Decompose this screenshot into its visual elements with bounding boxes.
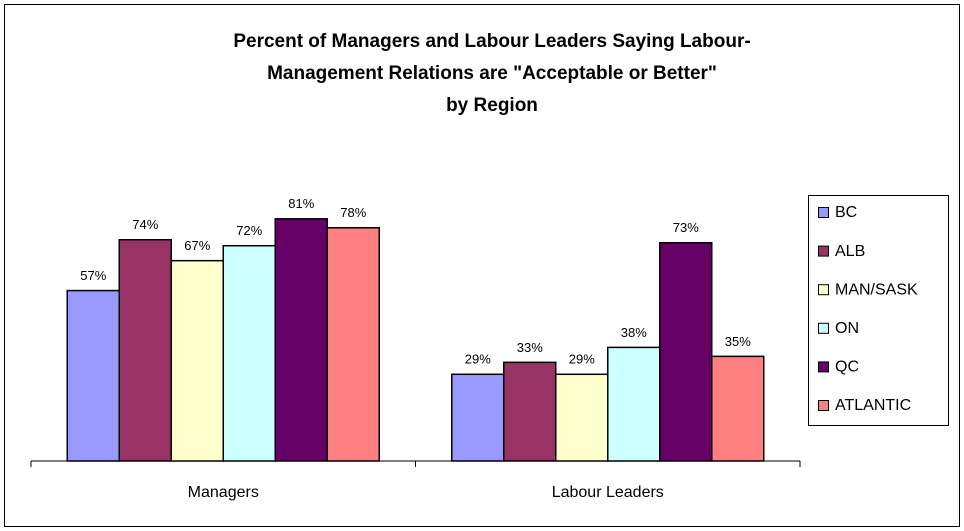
bar — [503, 361, 557, 462]
legend-swatch — [818, 400, 829, 411]
legend-swatch — [818, 245, 829, 257]
bar — [66, 289, 120, 462]
chart-title: by Region — [446, 95, 538, 116]
legend-swatch — [818, 322, 829, 334]
value-label: 33% — [517, 340, 543, 355]
value-label: 73% — [673, 220, 699, 235]
legend-label: ON — [835, 320, 859, 337]
x-tick-label: Managers — [188, 484, 259, 501]
value-label: 57% — [80, 268, 106, 283]
legend-swatch — [818, 207, 829, 218]
value-label: 72% — [236, 223, 262, 238]
bar — [170, 259, 224, 462]
value-label: 74% — [132, 217, 158, 232]
bar — [326, 227, 380, 462]
bar — [451, 373, 505, 462]
bar — [659, 241, 713, 462]
bar — [222, 244, 276, 462]
bar — [555, 373, 609, 462]
value-label: 29% — [465, 352, 491, 367]
legend-swatch — [818, 284, 829, 296]
bar — [274, 218, 328, 462]
value-label: 38% — [621, 325, 647, 340]
value-label: 67% — [184, 238, 210, 253]
legend-label: QC — [835, 359, 859, 376]
value-label: 78% — [340, 205, 366, 220]
chart-title: Percent of Managers and Labour Leaders S… — [233, 31, 750, 52]
bar — [118, 238, 172, 462]
legend-swatch — [818, 361, 829, 373]
legend-label: MAN/SASK — [835, 281, 918, 298]
legend-label: ATLANTIC — [835, 397, 911, 414]
legend-label: ALB — [835, 243, 865, 260]
value-label: 29% — [569, 352, 595, 367]
bar — [711, 355, 765, 462]
bar — [607, 346, 661, 462]
value-label: 81% — [288, 196, 314, 211]
x-tick-label: Labour Leaders — [552, 484, 664, 501]
chart-title: Management Relations are "Acceptable or … — [267, 63, 717, 84]
legend-label: BC — [835, 204, 857, 221]
legend — [808, 195, 949, 426]
value-label: 35% — [725, 334, 751, 349]
